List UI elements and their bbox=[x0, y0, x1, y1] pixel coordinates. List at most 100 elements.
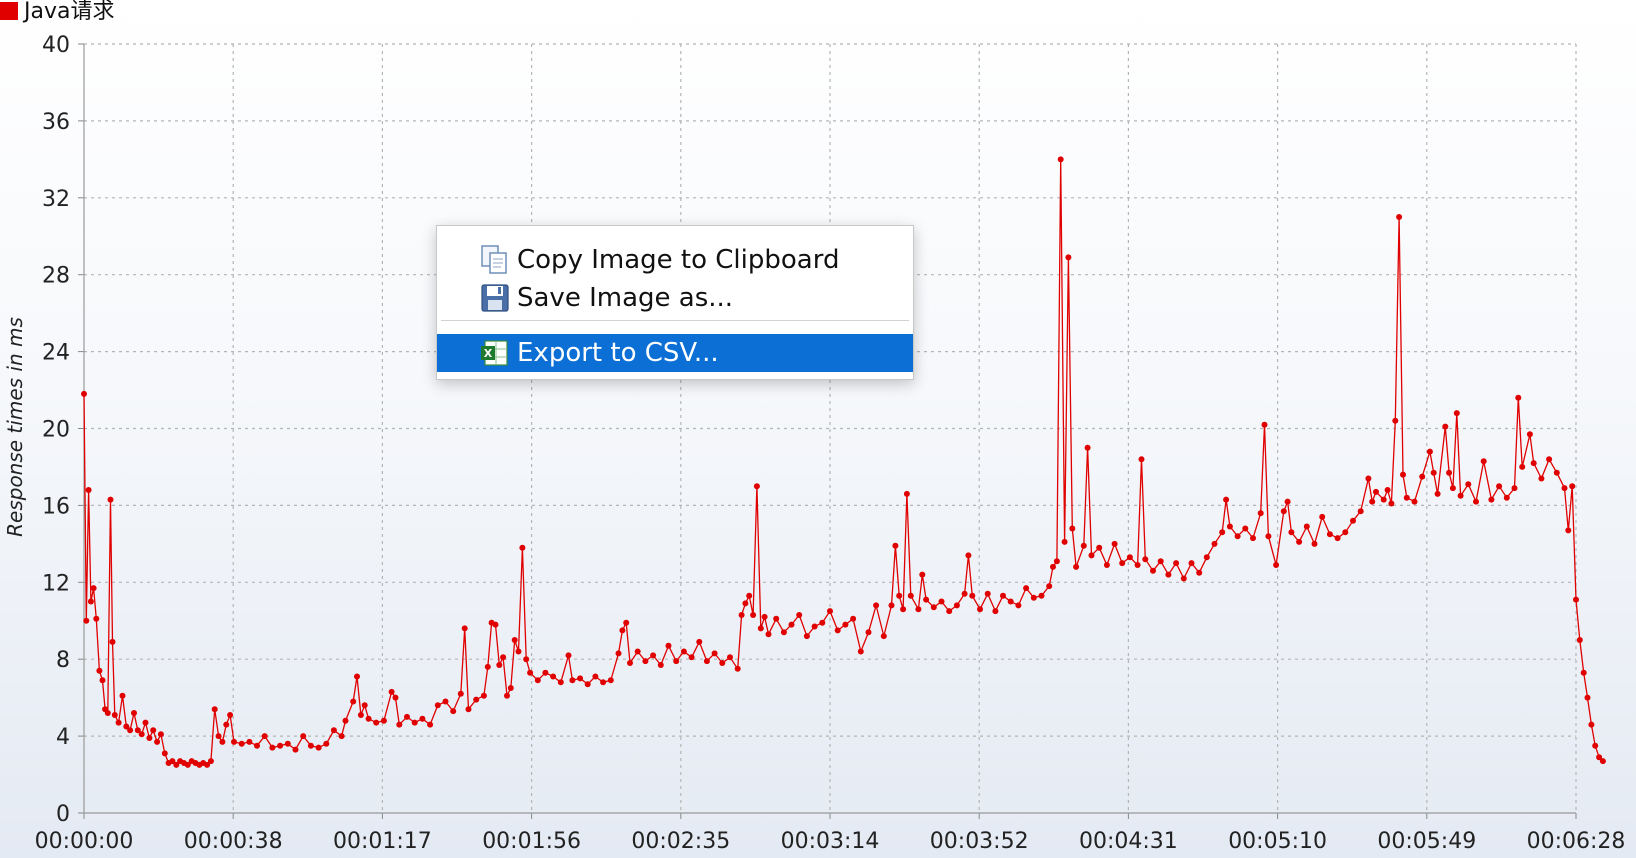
copy-icon bbox=[479, 244, 511, 276]
x-tick-label: 00:02:35 bbox=[631, 829, 730, 854]
data-point bbox=[534, 677, 541, 684]
data-point bbox=[1000, 592, 1006, 599]
data-point bbox=[1280, 508, 1287, 515]
data-point bbox=[1023, 585, 1030, 592]
data-point bbox=[480, 692, 487, 699]
data-point bbox=[1103, 562, 1110, 568]
data-point bbox=[1453, 410, 1460, 417]
data-point bbox=[434, 702, 441, 709]
data-point bbox=[500, 654, 507, 661]
y-tick-label: 16 bbox=[42, 494, 70, 519]
data-point bbox=[1069, 525, 1076, 532]
data-point bbox=[1419, 473, 1426, 480]
data-point bbox=[1038, 592, 1045, 599]
data-point bbox=[1319, 513, 1326, 520]
data-point bbox=[83, 617, 90, 624]
data-point bbox=[323, 740, 330, 747]
legend-swatch bbox=[0, 2, 18, 20]
data-point bbox=[946, 608, 953, 615]
data-point bbox=[154, 738, 161, 745]
data-point bbox=[284, 740, 291, 747]
data-point bbox=[523, 656, 530, 663]
data-point bbox=[584, 681, 591, 688]
data-point bbox=[657, 662, 664, 668]
data-point bbox=[115, 719, 122, 726]
data-point bbox=[1342, 529, 1349, 536]
data-point bbox=[1007, 598, 1014, 605]
data-point bbox=[1411, 498, 1418, 505]
data-point bbox=[246, 738, 253, 745]
data-point bbox=[1465, 481, 1472, 488]
data-point bbox=[1073, 563, 1080, 570]
data-point bbox=[650, 652, 657, 659]
data-point bbox=[569, 677, 576, 684]
y-tick-label: 40 bbox=[42, 33, 70, 58]
data-point bbox=[1015, 602, 1022, 609]
menu-item-label: Copy Image to Clipboard bbox=[517, 245, 840, 275]
data-point bbox=[753, 483, 760, 490]
data-point bbox=[1396, 214, 1403, 220]
data-point bbox=[1196, 569, 1203, 576]
data-point bbox=[350, 698, 357, 705]
menu-item-save-image[interactable]: Save Image as... bbox=[437, 279, 913, 317]
data-point bbox=[696, 638, 703, 645]
data-point bbox=[96, 667, 103, 674]
data-point bbox=[204, 761, 211, 768]
data-point bbox=[1173, 560, 1180, 567]
menu-item-copy-image[interactable]: Copy Image to Clipboard bbox=[437, 241, 913, 279]
data-point bbox=[442, 698, 449, 705]
data-point bbox=[550, 673, 557, 680]
data-point bbox=[1050, 563, 1056, 570]
data-point bbox=[842, 621, 849, 628]
data-point bbox=[1400, 471, 1406, 478]
data-point bbox=[1334, 535, 1341, 542]
data-point bbox=[634, 648, 641, 655]
data-point bbox=[396, 721, 403, 728]
data-point bbox=[1065, 254, 1072, 261]
data-point bbox=[330, 727, 337, 734]
data-point bbox=[223, 721, 230, 728]
data-point bbox=[1515, 394, 1522, 401]
data-point bbox=[1030, 594, 1037, 601]
data-point bbox=[919, 571, 926, 578]
data-point bbox=[1242, 525, 1249, 532]
data-point bbox=[1519, 463, 1526, 470]
data-point bbox=[1576, 637, 1583, 643]
data-point bbox=[1392, 417, 1399, 424]
data-point bbox=[1426, 448, 1433, 455]
data-point bbox=[496, 662, 503, 668]
data-point bbox=[850, 615, 857, 622]
data-point bbox=[1211, 540, 1218, 547]
data-point bbox=[392, 694, 399, 701]
data-point bbox=[865, 629, 872, 636]
data-point bbox=[896, 592, 903, 599]
data-point bbox=[134, 727, 141, 734]
data-point bbox=[1480, 458, 1487, 465]
data-point bbox=[750, 612, 757, 618]
x-tick-label: 00:05:10 bbox=[1228, 829, 1327, 854]
data-point bbox=[157, 731, 164, 738]
data-point bbox=[357, 712, 364, 718]
x-tick-label: 00:00:00 bbox=[35, 829, 134, 854]
data-point bbox=[109, 638, 116, 645]
data-point bbox=[992, 608, 999, 615]
data-point bbox=[1584, 694, 1591, 701]
data-point bbox=[465, 706, 472, 713]
y-tick-label: 24 bbox=[42, 341, 70, 366]
x-tick-label: 00:04:31 bbox=[1079, 829, 1178, 854]
data-point bbox=[419, 715, 426, 722]
data-point bbox=[338, 733, 345, 740]
data-point bbox=[1526, 431, 1533, 438]
data-point bbox=[342, 717, 349, 724]
data-point bbox=[511, 637, 518, 643]
data-point bbox=[1596, 754, 1603, 761]
svg-text:X: X bbox=[484, 347, 493, 360]
data-point bbox=[1088, 552, 1095, 559]
data-point bbox=[238, 740, 245, 747]
menu-item-export-csv[interactable]: X Export to CSV... bbox=[437, 334, 913, 372]
data-point bbox=[1126, 554, 1133, 561]
data-point bbox=[150, 727, 157, 734]
data-point bbox=[642, 658, 649, 665]
data-point bbox=[907, 592, 914, 599]
data-point bbox=[665, 642, 672, 649]
